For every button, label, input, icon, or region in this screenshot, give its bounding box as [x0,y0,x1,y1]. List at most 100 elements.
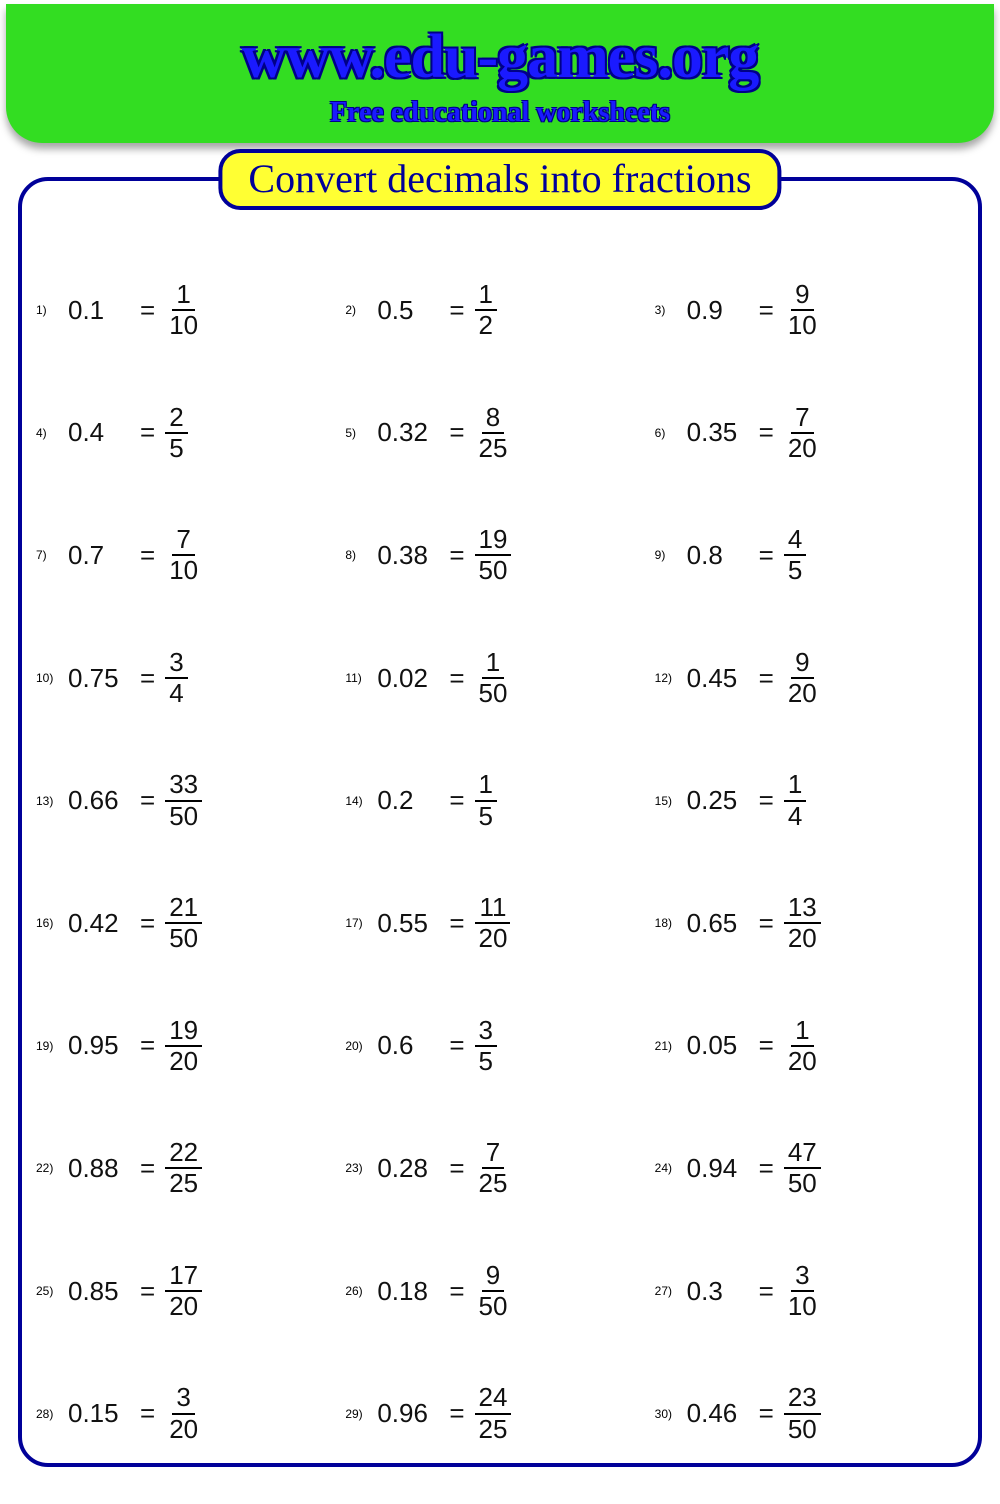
fraction-denominator: 2 [475,311,497,339]
problem: 5)0.32=825 [345,404,654,463]
fraction-denominator: 10 [165,556,202,584]
fraction-numerator: 2 [165,404,187,434]
fraction-numerator: 8 [482,404,504,434]
problem-number: 15) [655,794,673,808]
problem: 14)0.2=15 [345,771,654,830]
fraction-numerator: 3 [475,1017,497,1047]
fraction-numerator: 7 [791,404,813,434]
problem: 7)0.7=710 [36,526,345,585]
equals-sign: = [449,1398,464,1429]
fraction-numerator: 19 [475,526,512,556]
problem: 16)0.42=2150 [36,894,345,953]
fraction-denominator: 20 [784,924,821,952]
fraction-numerator: 1 [791,1017,813,1047]
equals-sign: = [759,1153,774,1184]
decimal-value: 0.7 [68,540,130,571]
fraction-numerator: 3 [165,649,187,679]
problem: 15) 0.25 = 14 [655,771,964,830]
problem-number: 19) [36,1039,54,1053]
problem: 8)0.38=1950 [345,526,654,585]
decimal-value: 0.15 [68,1398,130,1429]
fraction: 2350 [784,1384,821,1443]
problem-number: 7) [36,548,54,562]
worksheet-title: Convert decimals into fractions [218,149,781,210]
problem: 6)0.35=720 [655,404,964,463]
problem-number: 21) [655,1039,673,1053]
fraction-denominator: 50 [784,1415,821,1443]
fraction-numerator: 9 [791,649,813,679]
fraction: 2425 [475,1384,512,1443]
problem-number: 25) [36,1284,54,1298]
equals-sign: = [759,785,774,816]
fraction: 45 [784,526,806,585]
decimal-value: 0.9 [687,295,749,326]
worksheet-panel-wrap: Convert decimals into fractions 1)0.1=11… [18,177,982,1467]
decimal-value: 0.28 [377,1153,439,1184]
problem: 19)0.95=1920 [36,1017,345,1076]
decimal-value: 0.02 [377,663,439,694]
decimal-value: 0.3 [687,1276,749,1307]
problem-number: 14) [345,794,363,808]
fraction: 310 [784,1262,821,1321]
problem-number: 4) [36,426,54,440]
problem-number: 24) [655,1161,673,1175]
problem: 27)0.3=310 [655,1262,964,1321]
decimal-value: 0.66 [68,785,130,816]
site-title: www.edu-games.org [16,22,984,93]
problem-number: 26) [345,1284,363,1298]
fraction-denominator: 20 [784,679,821,707]
problem-number: 30) [655,1407,673,1421]
decimal-value: 0.8 [687,540,749,571]
fraction-numerator: 4 [784,526,806,556]
equals-sign: = [140,785,155,816]
problem-number: 2) [345,303,363,317]
equals-sign: = [449,1153,464,1184]
problem-number: 17) [345,916,363,930]
equals-sign: = [759,417,774,448]
fraction: 910 [784,281,821,340]
fraction: 950 [475,1262,512,1321]
fraction-denominator: 5 [784,556,806,584]
problem-number: 9) [655,548,673,562]
fraction-denominator: 4 [784,802,806,830]
problem: 12)0.45=920 [655,649,964,708]
problem: 23)0.28=725 [345,1139,654,1198]
fraction-denominator: 20 [165,1415,202,1443]
fraction-numerator: 9 [791,281,813,311]
problem-number: 20) [345,1039,363,1053]
fraction-denominator: 50 [165,802,202,830]
equals-sign: = [140,1153,155,1184]
fraction-denominator: 5 [475,802,497,830]
problem: 1)0.1=110 [36,281,345,340]
equals-sign: = [140,908,155,939]
fraction-numerator: 13 [784,894,821,924]
decimal-value: 0.96 [377,1398,439,1429]
fraction-numerator: 33 [165,771,202,801]
problem-number: 8) [345,548,363,562]
sub-title: Free educational worksheets [16,97,984,129]
decimal-value: 0.6 [377,1030,439,1061]
problem-number: 11) [345,671,363,685]
fraction: 14 [784,771,806,830]
problem-number: 10) [36,671,54,685]
fraction: 1720 [165,1262,202,1321]
problem: 24)0.94=4750 [655,1139,964,1198]
fraction: 720 [784,404,821,463]
fraction-denominator: 5 [475,1047,497,1075]
worksheet-header: www.edu-games.org Free educational works… [6,4,994,143]
problem: 9)0.8=45 [655,526,964,585]
decimal-value: 0.65 [687,908,749,939]
decimal-value: 0.42 [68,908,130,939]
fraction: 3350 [165,771,202,830]
decimal-value: 0.05 [687,1030,749,1061]
fraction-denominator: 25 [165,1169,202,1197]
equals-sign: = [759,908,774,939]
equals-sign: = [449,1030,464,1061]
decimal-value: 0.5 [377,295,439,326]
equals-sign: = [449,785,464,816]
decimal-value: 0.25 [687,785,749,816]
equals-sign: = [759,663,774,694]
problem-number: 6) [655,426,673,440]
fraction-denominator: 50 [475,556,512,584]
problem: 18)0.65=1320 [655,894,964,953]
